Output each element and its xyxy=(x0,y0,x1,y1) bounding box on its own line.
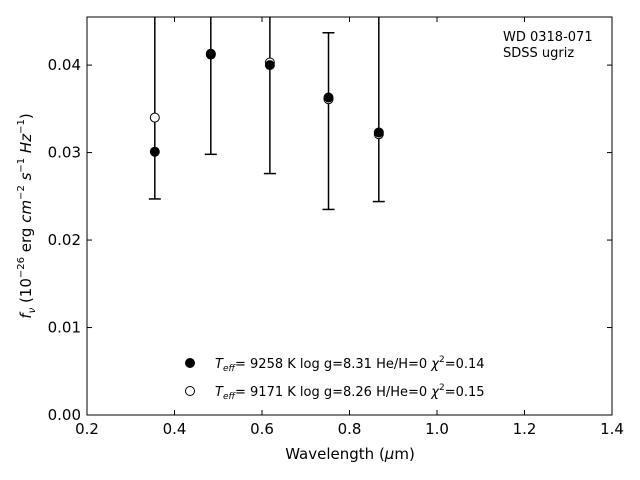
point-open xyxy=(149,112,160,123)
legend-label-filled: Teff= 9258 K log g=8.31 He/H=0 χ2=0.14 xyxy=(215,355,485,374)
point-filled xyxy=(205,48,216,59)
annotation-object: WD 0318-071 xyxy=(503,30,593,45)
x-tick-label: 1.4 xyxy=(600,420,624,438)
y-tick-label: 0.03 xyxy=(48,144,81,162)
point-filled xyxy=(373,127,384,138)
legend-label-open: Teff= 9171 K log g=8.26 H/He=0 χ2=0.15 xyxy=(215,383,485,402)
annotation-survey: SDSS ugriz xyxy=(503,46,574,61)
x-tick-label: 0.2 xyxy=(75,420,99,438)
x-tick-label: 0.8 xyxy=(338,420,362,438)
legend: Teff= 9258 K log g=8.31 He/H=0 χ2=0.14 T… xyxy=(185,355,485,402)
x-tick-label: 1.2 xyxy=(513,420,537,438)
x-tick-label: 0.4 xyxy=(163,420,187,438)
point-filled xyxy=(264,60,275,71)
point-filled xyxy=(323,92,334,103)
x-axis-label: Wavelength (μm) xyxy=(285,445,415,463)
x-tick-label: 1.0 xyxy=(425,420,449,438)
y-tick-label: 0.02 xyxy=(48,231,81,249)
legend-marker-open xyxy=(185,386,195,396)
plot-area: 0.2 0.4 0.6 0.8 1.0 1.2 1.4 0.00 0.01 0.02 0.03 0.0… xyxy=(48,17,624,438)
plot-frame xyxy=(86,16,613,416)
y-axis-label: fν (10−26 erg cm−2 s−1 Hz−1) xyxy=(16,113,38,318)
y-tick-label: 0.01 xyxy=(48,319,81,337)
legend-marker-filled xyxy=(185,358,195,368)
x-tick-label: 0.6 xyxy=(250,420,274,438)
point-filled xyxy=(149,146,160,157)
y-tick-label: 0.00 xyxy=(48,406,81,424)
y-tick-label: 0.04 xyxy=(48,56,81,74)
